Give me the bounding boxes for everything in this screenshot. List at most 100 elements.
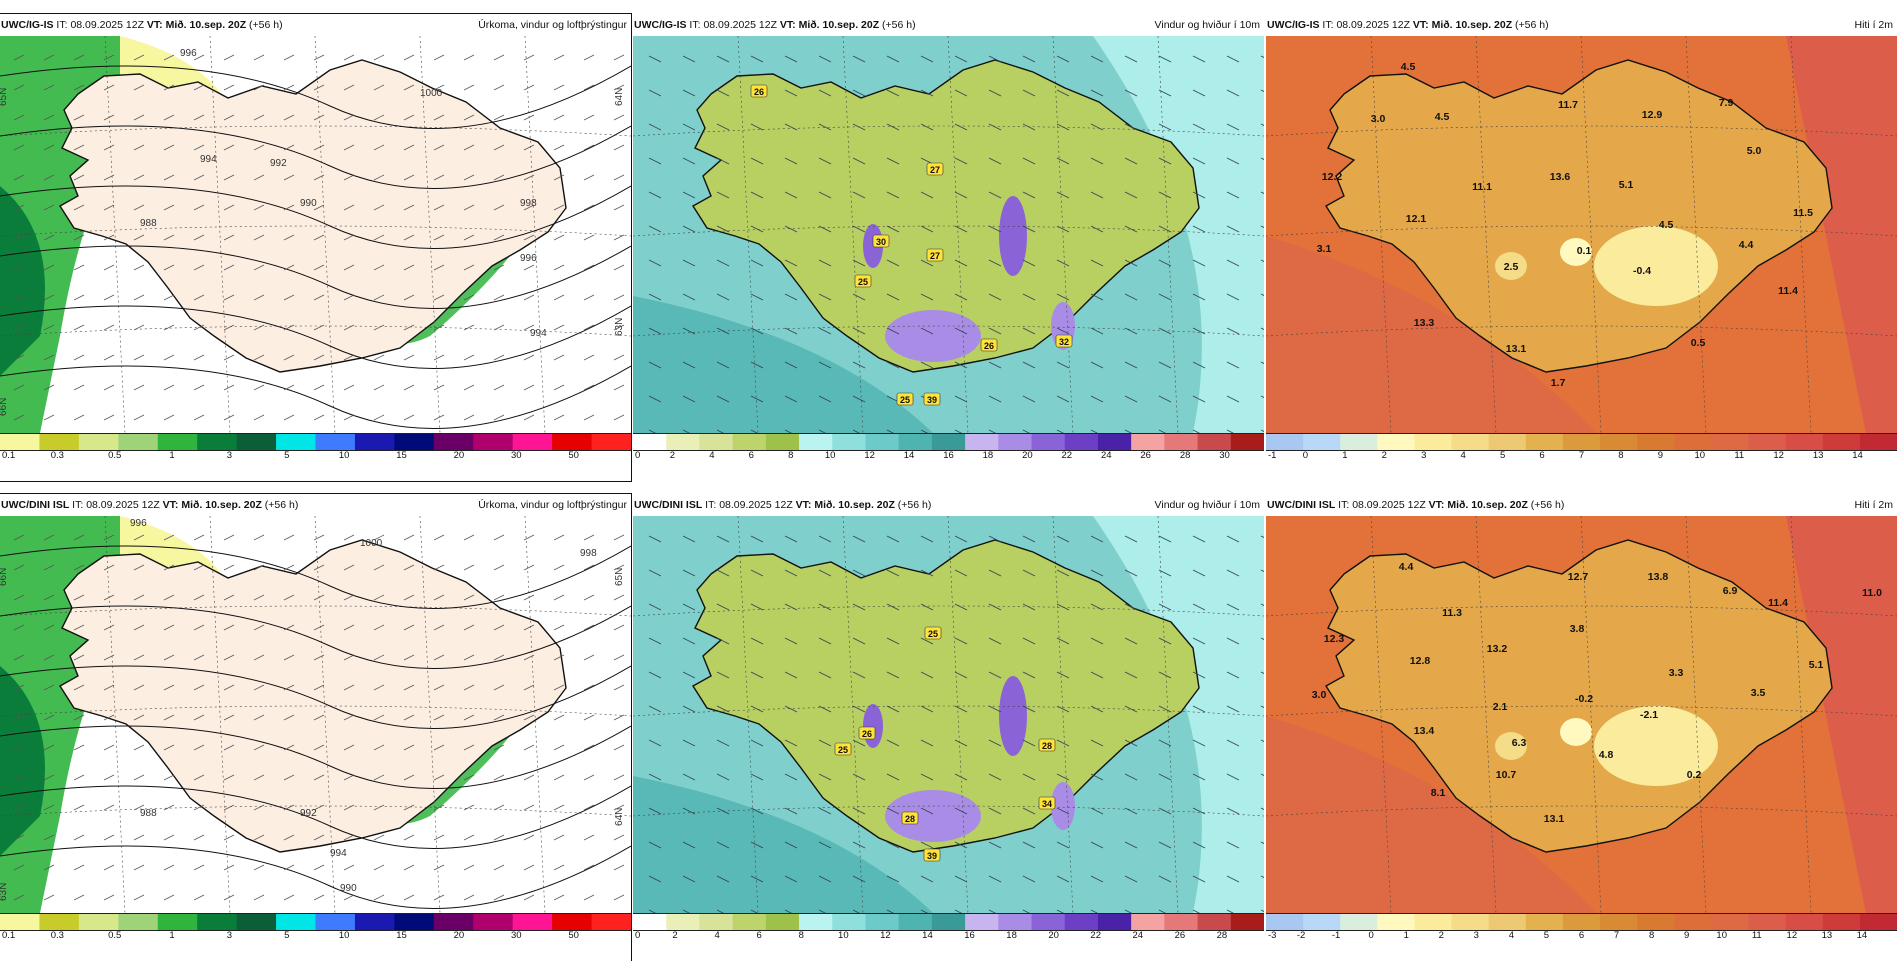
wind-barb <box>103 714 115 721</box>
map-area[interactable]: 25 26 25 28 34 28 39 <box>633 516 1264 913</box>
wind-barb <box>583 354 595 361</box>
map-area[interactable]: 996 1000 998 994 992 990 988 66N 65N 64N 63N <box>0 516 631 913</box>
temperature-value: 13.6 <box>1550 171 1571 183</box>
wind-barb <box>313 234 325 241</box>
wind-barb <box>523 894 535 901</box>
wind-arrow <box>1124 157 1138 165</box>
wind-barb <box>223 324 235 331</box>
map-canvas[interactable]: 26 27 30 27 25 26 32 25 39 <box>633 36 1264 433</box>
map-canvas[interactable]: 996 1000 998 994 992 990 988 66N 65N 64N 63N <box>0 516 631 913</box>
colorbar-tick-label: 14 <box>903 450 915 461</box>
wind-barb <box>103 84 115 91</box>
wind-barb <box>253 384 265 391</box>
wind-arrow <box>1260 637 1264 640</box>
colorbar-tick-label: 0.5 <box>108 450 122 461</box>
colorbar-swatch <box>666 914 700 930</box>
wind-arrow <box>1226 875 1240 883</box>
colorbar-swatch <box>1097 914 1132 930</box>
map-panel-igis-wind: UWC/IG-IS IT: 08.09.2025 12Z VT: Mið. 10… <box>633 14 1264 481</box>
colorbar-swatch <box>998 914 1033 930</box>
lead-time: (+56 h) <box>882 19 916 31</box>
temperature-value: 12.8 <box>1410 655 1431 667</box>
wind-barb <box>583 774 595 781</box>
wind-barb <box>43 624 55 631</box>
wind-barb <box>103 654 115 661</box>
wind-barb <box>373 714 385 721</box>
wind-arrow <box>852 875 866 883</box>
wind-arrow <box>1158 259 1172 267</box>
wind-barb <box>523 324 535 331</box>
wind-arrow <box>1056 395 1070 403</box>
wind-arrow <box>1260 157 1264 160</box>
wind-arrow <box>1124 671 1138 679</box>
wind-arrow <box>988 807 1002 815</box>
wind-barb <box>193 534 205 541</box>
wind-barb <box>223 744 235 751</box>
wind-barb <box>43 744 55 751</box>
wind-arrow <box>648 535 662 543</box>
gust-value: 26 <box>754 87 764 97</box>
wind-arrow <box>852 909 860 913</box>
wind-barb <box>313 264 325 271</box>
wind-barb <box>373 624 385 631</box>
wind-arrow <box>648 225 662 233</box>
wind-arrow <box>1022 603 1036 611</box>
latitude-label: 64N <box>614 808 625 826</box>
wind-barb <box>133 84 145 91</box>
map-canvas[interactable]: 996 994 992 990 988 998 996 994 1000 65N 64N 63N 66N <box>0 36 631 433</box>
wind-barb <box>133 534 145 541</box>
wind-barb <box>463 144 475 151</box>
wind-arrow <box>1124 841 1138 849</box>
colorbar-tick-label: 14 <box>1852 450 1863 461</box>
wind-barb <box>493 624 505 631</box>
wind-arrow <box>784 395 798 403</box>
gust-value: 39 <box>927 395 937 405</box>
colorbar-tick-label: 13 <box>1812 450 1824 461</box>
wind-barb <box>73 714 85 721</box>
map-panel-igis-temp: UWC/IG-IS IT: 08.09.2025 12Z VT: Mið. 10… <box>1266 14 1897 481</box>
wind-arrow <box>954 225 968 233</box>
wind-barb <box>283 204 295 211</box>
wind-arrow <box>1090 361 1104 369</box>
colorbar-swatch <box>1637 914 1675 930</box>
wind-arrow <box>1192 89 1206 97</box>
wind-barb <box>13 804 25 811</box>
colorbar-tick-label: 24 <box>1100 450 1112 461</box>
colorbar-swatch <box>1674 434 1712 450</box>
wind-arrow <box>750 637 764 645</box>
wind-barb <box>193 114 205 121</box>
map-canvas[interactable]: 25 26 25 28 34 28 39 <box>633 516 1264 913</box>
map-canvas[interactable]: 4.4 12.7 13.8 6.9 11.4 11.0 12.3 11.3 3.8 13.2 12.… <box>1266 516 1897 913</box>
wind-barb <box>223 294 235 301</box>
colorbar-tick-label: 2 <box>669 450 676 461</box>
colorbar-swatch <box>236 434 277 450</box>
wind-barb <box>223 594 235 601</box>
wind-arrow <box>954 671 968 679</box>
colorbar-tick-label: 0 <box>635 450 641 461</box>
valid-time-label: VT: <box>162 499 182 511</box>
colorbar-swatch <box>394 914 435 930</box>
graticule-meridian <box>1685 516 1707 913</box>
map-area[interactable]: 4.4 12.7 13.8 6.9 11.4 11.0 12.3 11.3 3.8 13.2 12.… <box>1266 516 1897 913</box>
wind-arrow <box>750 807 764 815</box>
map-canvas[interactable]: 4.5 3.0 4.5 11.7 12.9 7.9 12.2 11.1 13.6 5.1 5.0 12… <box>1266 36 1897 433</box>
graticule-parallel <box>633 125 1264 137</box>
wind-barb <box>433 324 445 331</box>
map-area[interactable]: 26 27 30 27 25 26 32 25 39 <box>633 36 1264 433</box>
wind-arrow <box>818 429 826 433</box>
wind-barb <box>13 534 25 541</box>
map-area[interactable]: 996 994 992 990 988 998 996 994 1000 65N 64N 63N 66N <box>0 36 631 433</box>
wind-arrow <box>1090 327 1104 335</box>
wind-barb <box>463 54 475 61</box>
wind-barb <box>223 114 235 121</box>
wind-arrow <box>886 191 900 199</box>
wind-arrow <box>716 671 730 679</box>
wind-barb <box>373 864 385 871</box>
colorbar-tick-label: 15 <box>396 450 407 461</box>
map-area[interactable]: 4.5 3.0 4.5 11.7 12.9 7.9 12.2 11.1 13.6 5.1 5.0 12… <box>1266 36 1897 433</box>
colorbar-swatch <box>1859 914 1897 930</box>
wind-barb <box>223 624 235 631</box>
colorbar-swatch <box>39 434 80 450</box>
wind-arrow <box>1158 327 1172 335</box>
wind-arrow <box>1192 225 1206 233</box>
